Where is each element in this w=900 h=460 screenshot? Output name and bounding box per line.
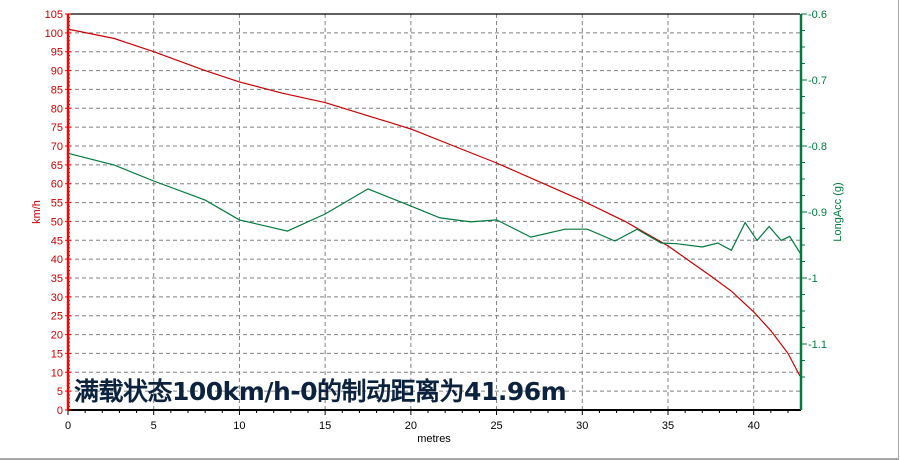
data-series xyxy=(67,28,801,377)
y-left-tick-label: 40 xyxy=(51,254,63,266)
y-right-tick-label: -0.9 xyxy=(808,207,827,219)
x-tick-label: 40 xyxy=(748,420,760,432)
x-tick-label: 25 xyxy=(490,420,502,432)
y-left-tick-label: 90 xyxy=(51,66,63,78)
y-left-tick-label: 75 xyxy=(51,122,63,134)
y-right-tick-label: -0.6 xyxy=(808,9,827,21)
x-tick-label: 10 xyxy=(233,420,245,432)
y-left-tick-label: 30 xyxy=(51,292,63,304)
y-axis-left-label: km/h xyxy=(31,200,43,224)
y-left-tick-label: 5 xyxy=(57,386,63,398)
y-left-tick-label: 10 xyxy=(51,367,63,379)
y-right-tick-label: -1 xyxy=(808,273,818,285)
y-left-tick-label: 35 xyxy=(51,273,63,285)
x-tick-label: 5 xyxy=(151,420,157,432)
y-left-tick-label: 105 xyxy=(45,9,63,21)
y-left-tick-label: 45 xyxy=(51,235,63,247)
y-right-tick-label: -0.8 xyxy=(808,141,827,153)
x-tick-label: 0 xyxy=(65,420,71,432)
grid-lines xyxy=(68,14,800,410)
axes xyxy=(65,13,807,415)
y-left-tick-label: 80 xyxy=(51,103,63,115)
x-axis-label: metres xyxy=(417,433,451,445)
y-left-tick-label: 15 xyxy=(51,348,63,360)
y-left-tick-label: 0 xyxy=(57,405,63,417)
y-left-tick-label: 50 xyxy=(51,216,63,228)
y-left-tick-label: 95 xyxy=(51,47,63,59)
y-left-tick-label: 55 xyxy=(51,198,63,210)
y-left-tick-label: 60 xyxy=(51,179,63,191)
x-tick-label: 15 xyxy=(319,420,331,432)
x-tick-label: 20 xyxy=(405,420,417,432)
braking-distance-title: 满载状态100km/h-0的制动距离为41.96m xyxy=(74,377,567,406)
y-left-tick-label: 65 xyxy=(51,160,63,172)
y-left-tick-label: 25 xyxy=(51,311,63,323)
x-tick-label: 35 xyxy=(662,420,674,432)
x-tick-label: 30 xyxy=(576,420,588,432)
speed-line xyxy=(67,28,801,377)
y-right-tick-label: -0.7 xyxy=(808,75,827,87)
y-right-tick-label: -1.1 xyxy=(808,339,827,351)
y-left-tick-label: 20 xyxy=(51,330,63,342)
y-left-tick-label: 70 xyxy=(51,141,63,153)
y-left-tick-label: 100 xyxy=(45,28,63,40)
tick-labels: 0510152025303540455055606570758085909510… xyxy=(45,9,827,432)
y-left-tick-label: 85 xyxy=(51,84,63,96)
y-axis-right-label: LongAcc (g) xyxy=(832,182,844,241)
long-acc-line xyxy=(67,152,801,254)
